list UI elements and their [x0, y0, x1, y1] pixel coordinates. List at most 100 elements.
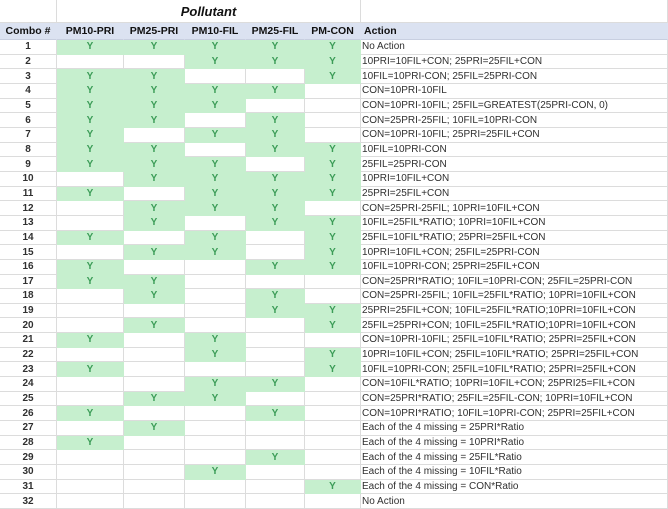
- combo-cell[interactable]: 8: [0, 142, 57, 158]
- flag-cell-pm10-fil[interactable]: Y: [185, 83, 246, 99]
- action-cell[interactable]: 10PRI=10FIL+CON; 25FIL=10FIL*RATIO; 25PR…: [361, 347, 668, 363]
- flag-cell-pm-con[interactable]: Y: [305, 230, 362, 246]
- flag-cell-pm25-pri[interactable]: Y: [124, 40, 185, 55]
- flag-cell-pm-con[interactable]: [305, 127, 362, 143]
- action-cell[interactable]: No Action: [361, 494, 668, 509]
- flag-cell-pm-con[interactable]: [305, 450, 362, 466]
- combo-cell[interactable]: 32: [0, 494, 57, 509]
- title-spacer-left[interactable]: [0, 0, 57, 23]
- flag-cell-pm25-pri[interactable]: [124, 362, 185, 378]
- combo-cell[interactable]: 29: [0, 450, 57, 466]
- flag-cell-pm25-pri[interactable]: Y: [124, 69, 185, 84]
- flag-cell-pm10-pri[interactable]: [57, 450, 124, 466]
- flag-cell-pm10-pri[interactable]: [57, 201, 124, 216]
- flag-cell-pm10-pri[interactable]: Y: [57, 259, 124, 275]
- flag-cell-pm10-pri[interactable]: Y: [57, 435, 124, 451]
- column-header-pm-con[interactable]: PM-CON: [305, 23, 362, 40]
- flag-cell-pm-con[interactable]: Y: [305, 245, 362, 260]
- flag-cell-pm10-fil[interactable]: Y: [185, 54, 246, 70]
- flag-cell-pm-con[interactable]: Y: [305, 69, 362, 84]
- flag-cell-pm10-pri[interactable]: Y: [57, 98, 124, 114]
- flag-cell-pm-con[interactable]: [305, 333, 362, 348]
- column-header-combo[interactable]: Combo #: [0, 23, 57, 40]
- flag-cell-pm25-pri[interactable]: [124, 259, 185, 275]
- flag-cell-pm10-fil[interactable]: [185, 494, 246, 509]
- flag-cell-pm25-fil[interactable]: [246, 347, 305, 363]
- flag-cell-pm-con[interactable]: [305, 465, 362, 480]
- flag-cell-pm10-fil[interactable]: [185, 113, 246, 128]
- flag-cell-pm25-pri[interactable]: [124, 54, 185, 70]
- flag-cell-pm10-pri[interactable]: [57, 465, 124, 480]
- flag-cell-pm10-fil[interactable]: Y: [185, 171, 246, 187]
- flag-cell-pm25-fil[interactable]: Y: [246, 303, 305, 319]
- flag-cell-pm10-pri[interactable]: Y: [57, 113, 124, 128]
- action-cell[interactable]: 10FIL=10PRI-CON: [361, 142, 668, 158]
- flag-cell-pm10-fil[interactable]: [185, 479, 246, 495]
- flag-cell-pm10-pri[interactable]: [57, 347, 124, 363]
- flag-cell-pm25-pri[interactable]: Y: [124, 245, 185, 260]
- combo-cell[interactable]: 6: [0, 113, 57, 128]
- action-cell[interactable]: CON=25PRI*RATIO; 25FIL=25FIL-CON; 10PRI=…: [361, 391, 668, 407]
- action-cell[interactable]: CON=25PRI-25FIL; 10FIL=10PRI-CON: [361, 113, 668, 128]
- flag-cell-pm10-pri[interactable]: [57, 289, 124, 304]
- action-cell[interactable]: 25PRI=25FIL+CON: [361, 186, 668, 202]
- flag-cell-pm25-pri[interactable]: Y: [124, 142, 185, 158]
- flag-cell-pm25-fil[interactable]: Y: [246, 259, 305, 275]
- combo-cell[interactable]: 16: [0, 259, 57, 275]
- flag-cell-pm10-pri[interactable]: [57, 318, 124, 334]
- flag-cell-pm10-fil[interactable]: [185, 289, 246, 304]
- combo-cell[interactable]: 25: [0, 391, 57, 407]
- action-cell[interactable]: CON=10PRI-10FIL; 25FIL=10FIL*RATIO; 25PR…: [361, 333, 668, 348]
- flag-cell-pm10-pri[interactable]: [57, 494, 124, 509]
- combo-cell[interactable]: 21: [0, 333, 57, 348]
- flag-cell-pm-con[interactable]: [305, 421, 362, 436]
- flag-cell-pm25-pri[interactable]: [124, 450, 185, 466]
- flag-cell-pm10-pri[interactable]: Y: [57, 83, 124, 99]
- flag-cell-pm10-pri[interactable]: Y: [57, 127, 124, 143]
- flag-cell-pm-con[interactable]: Y: [305, 40, 362, 55]
- flag-cell-pm25-fil[interactable]: [246, 362, 305, 378]
- flag-cell-pm10-pri[interactable]: [57, 303, 124, 319]
- flag-cell-pm-con[interactable]: Y: [305, 318, 362, 334]
- flag-cell-pm25-fil[interactable]: Y: [246, 40, 305, 55]
- action-cell[interactable]: 10PRI=10FIL+CON; 25FIL=25PRI-CON: [361, 245, 668, 260]
- flag-cell-pm10-fil[interactable]: [185, 274, 246, 290]
- flag-cell-pm10-fil[interactable]: Y: [185, 347, 246, 363]
- flag-cell-pm10-pri[interactable]: Y: [57, 142, 124, 158]
- flag-cell-pm25-fil[interactable]: [246, 479, 305, 495]
- flag-cell-pm-con[interactable]: [305, 201, 362, 216]
- flag-cell-pm-con[interactable]: Y: [305, 157, 362, 172]
- flag-cell-pm25-pri[interactable]: Y: [124, 391, 185, 407]
- flag-cell-pm10-fil[interactable]: [185, 450, 246, 466]
- flag-cell-pm25-fil[interactable]: [246, 421, 305, 436]
- combo-cell[interactable]: 28: [0, 435, 57, 451]
- flag-cell-pm-con[interactable]: Y: [305, 54, 362, 70]
- combo-cell[interactable]: 14: [0, 230, 57, 246]
- flag-cell-pm10-fil[interactable]: [185, 421, 246, 436]
- action-cell[interactable]: CON=10PRI-10FIL; 25PRI=25FIL+CON: [361, 127, 668, 143]
- flag-cell-pm25-fil[interactable]: [246, 157, 305, 172]
- flag-cell-pm10-fil[interactable]: Y: [185, 127, 246, 143]
- flag-cell-pm25-fil[interactable]: [246, 318, 305, 334]
- combo-cell[interactable]: 3: [0, 69, 57, 84]
- combo-cell[interactable]: 11: [0, 186, 57, 202]
- flag-cell-pm10-pri[interactable]: Y: [57, 333, 124, 348]
- action-cell[interactable]: 25FIL=25PRI-CON: [361, 157, 668, 172]
- action-cell[interactable]: 10FIL=25FIL*RATIO; 10PRI=10FIL+CON: [361, 215, 668, 231]
- flag-cell-pm10-pri[interactable]: Y: [57, 362, 124, 378]
- flag-cell-pm10-pri[interactable]: [57, 171, 124, 187]
- combo-cell[interactable]: 30: [0, 465, 57, 480]
- flag-cell-pm25-fil[interactable]: Y: [246, 171, 305, 187]
- action-cell[interactable]: CON=10PRI-10FIL; 25FIL=GREATEST(25PRI-CO…: [361, 98, 668, 114]
- pollutant-group-header[interactable]: Pollutant: [57, 0, 362, 23]
- flag-cell-pm10-fil[interactable]: Y: [185, 391, 246, 407]
- flag-cell-pm10-fil[interactable]: Y: [185, 230, 246, 246]
- flag-cell-pm25-pri[interactable]: [124, 230, 185, 246]
- combo-cell[interactable]: 1: [0, 40, 57, 55]
- flag-cell-pm25-fil[interactable]: [246, 391, 305, 407]
- flag-cell-pm25-fil[interactable]: [246, 274, 305, 290]
- combo-cell[interactable]: 17: [0, 274, 57, 290]
- flag-cell-pm-con[interactable]: Y: [305, 215, 362, 231]
- combo-cell[interactable]: 4: [0, 83, 57, 99]
- flag-cell-pm25-pri[interactable]: Y: [124, 171, 185, 187]
